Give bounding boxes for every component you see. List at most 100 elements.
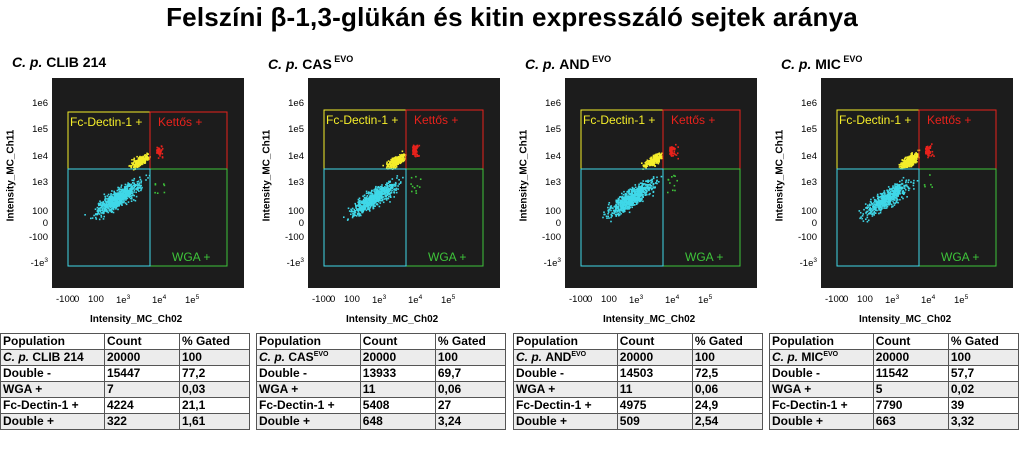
double-neg-point bbox=[359, 199, 361, 202]
double-neg-point bbox=[101, 208, 104, 210]
x-tick-label: -100 bbox=[569, 294, 589, 305]
double-pos-point bbox=[156, 149, 158, 151]
double-neg-point bbox=[888, 204, 890, 206]
double-neg-point bbox=[865, 207, 867, 209]
double-neg-point bbox=[384, 195, 387, 198]
double-neg-point bbox=[611, 215, 613, 217]
double-neg-point bbox=[120, 184, 123, 187]
double-neg-point bbox=[639, 200, 642, 202]
fc-dectin-point bbox=[135, 166, 137, 168]
double-neg-point bbox=[897, 189, 899, 191]
fc-dectin-point bbox=[144, 162, 147, 164]
count-cell: 13933 bbox=[359, 365, 436, 382]
double-neg-point bbox=[358, 202, 361, 204]
double-neg-point bbox=[630, 203, 632, 205]
double-neg-point bbox=[377, 198, 379, 200]
fc-dectin-point bbox=[906, 161, 908, 164]
fc-dectin-point bbox=[140, 162, 143, 164]
double-neg-point bbox=[386, 194, 389, 196]
wga-point bbox=[415, 190, 417, 192]
double-neg-point bbox=[136, 182, 139, 185]
double-neg-point bbox=[631, 193, 634, 196]
double-neg-point bbox=[84, 214, 86, 216]
double-neg-point bbox=[110, 208, 113, 211]
double-neg-point bbox=[129, 191, 132, 193]
double-neg-point bbox=[903, 192, 905, 195]
double-neg-point bbox=[112, 208, 115, 211]
double-neg-point bbox=[364, 202, 367, 204]
x-tick-label: 1e5 bbox=[698, 294, 713, 307]
double-neg-point bbox=[137, 180, 140, 183]
fc-dectin-point bbox=[911, 157, 914, 160]
double-neg-point bbox=[637, 199, 640, 201]
double-neg-point bbox=[390, 185, 392, 187]
double-neg-point bbox=[133, 189, 136, 191]
double-neg-point bbox=[638, 194, 640, 196]
double-neg-point bbox=[352, 213, 355, 215]
fc-dectin-point bbox=[653, 155, 656, 158]
double-neg-point bbox=[629, 199, 632, 201]
double-neg-point bbox=[617, 203, 620, 206]
fc-dectin-point bbox=[916, 161, 918, 163]
double-neg-point bbox=[886, 203, 889, 206]
double-neg-point bbox=[621, 192, 623, 195]
fc-dectin-point bbox=[401, 159, 404, 161]
double-neg-point bbox=[124, 193, 126, 196]
double-neg-point bbox=[103, 215, 105, 218]
double-neg-point bbox=[131, 198, 133, 200]
double-neg-point bbox=[124, 183, 127, 186]
fc-dectin-point bbox=[397, 156, 399, 158]
double-neg-point bbox=[612, 209, 615, 212]
double-neg-point bbox=[104, 197, 107, 199]
wga-point bbox=[418, 186, 421, 188]
double-neg-point bbox=[399, 182, 402, 184]
double-neg-point bbox=[885, 197, 887, 199]
double-neg-point bbox=[615, 211, 617, 213]
double-neg-point bbox=[634, 204, 636, 206]
double-pos-point bbox=[929, 147, 932, 149]
double-neg-point bbox=[133, 177, 136, 180]
double-neg-point bbox=[627, 203, 629, 206]
double-pos-point bbox=[931, 143, 933, 145]
fc-dectin-point bbox=[400, 159, 402, 162]
fc-dectin-point bbox=[386, 162, 388, 165]
population-name: Double - bbox=[259, 366, 307, 380]
double-neg-point bbox=[898, 185, 901, 187]
double-neg-point bbox=[873, 207, 876, 210]
fc-dectin-point bbox=[138, 161, 140, 164]
x-tick-label: -100 bbox=[56, 294, 76, 305]
fc-dectin-point bbox=[646, 159, 649, 162]
double-neg-point bbox=[892, 191, 895, 193]
double-neg-point bbox=[125, 198, 128, 200]
table-header-row: Population Count% Gated bbox=[256, 333, 507, 350]
fc-dectin-point bbox=[903, 161, 905, 164]
fc-dectin-point bbox=[657, 153, 660, 156]
y-tick-exponent: 3 bbox=[813, 257, 817, 264]
double-neg-point bbox=[112, 207, 115, 210]
double-neg-point bbox=[638, 190, 641, 193]
fc-dectin-point bbox=[645, 165, 647, 168]
double-neg-point bbox=[381, 192, 384, 195]
double-neg-point bbox=[628, 205, 630, 208]
double-neg-point bbox=[633, 194, 635, 196]
double-neg-point bbox=[897, 195, 899, 197]
double-neg-point bbox=[649, 179, 652, 182]
population-cell: Fc-Dectin-1 + bbox=[256, 397, 361, 414]
double-neg-point bbox=[647, 179, 650, 182]
double-neg-point bbox=[622, 193, 625, 196]
double-neg-point bbox=[641, 195, 644, 197]
fc-dectin-point bbox=[131, 159, 133, 161]
fc-dectin-point bbox=[129, 164, 131, 167]
table-header-count: Count bbox=[872, 333, 949, 350]
double-neg-point bbox=[640, 187, 643, 190]
double-pos-point bbox=[416, 153, 418, 156]
double-neg-point bbox=[607, 211, 610, 213]
x-tick-label: 0 bbox=[843, 294, 849, 305]
double-neg-point bbox=[394, 184, 396, 186]
fc-dectin-point bbox=[139, 158, 141, 160]
double-neg-point bbox=[372, 202, 374, 205]
double-neg-point bbox=[892, 195, 895, 198]
fc-dectin-point bbox=[652, 154, 655, 157]
data-points bbox=[343, 144, 422, 221]
double-neg-point bbox=[369, 207, 371, 209]
